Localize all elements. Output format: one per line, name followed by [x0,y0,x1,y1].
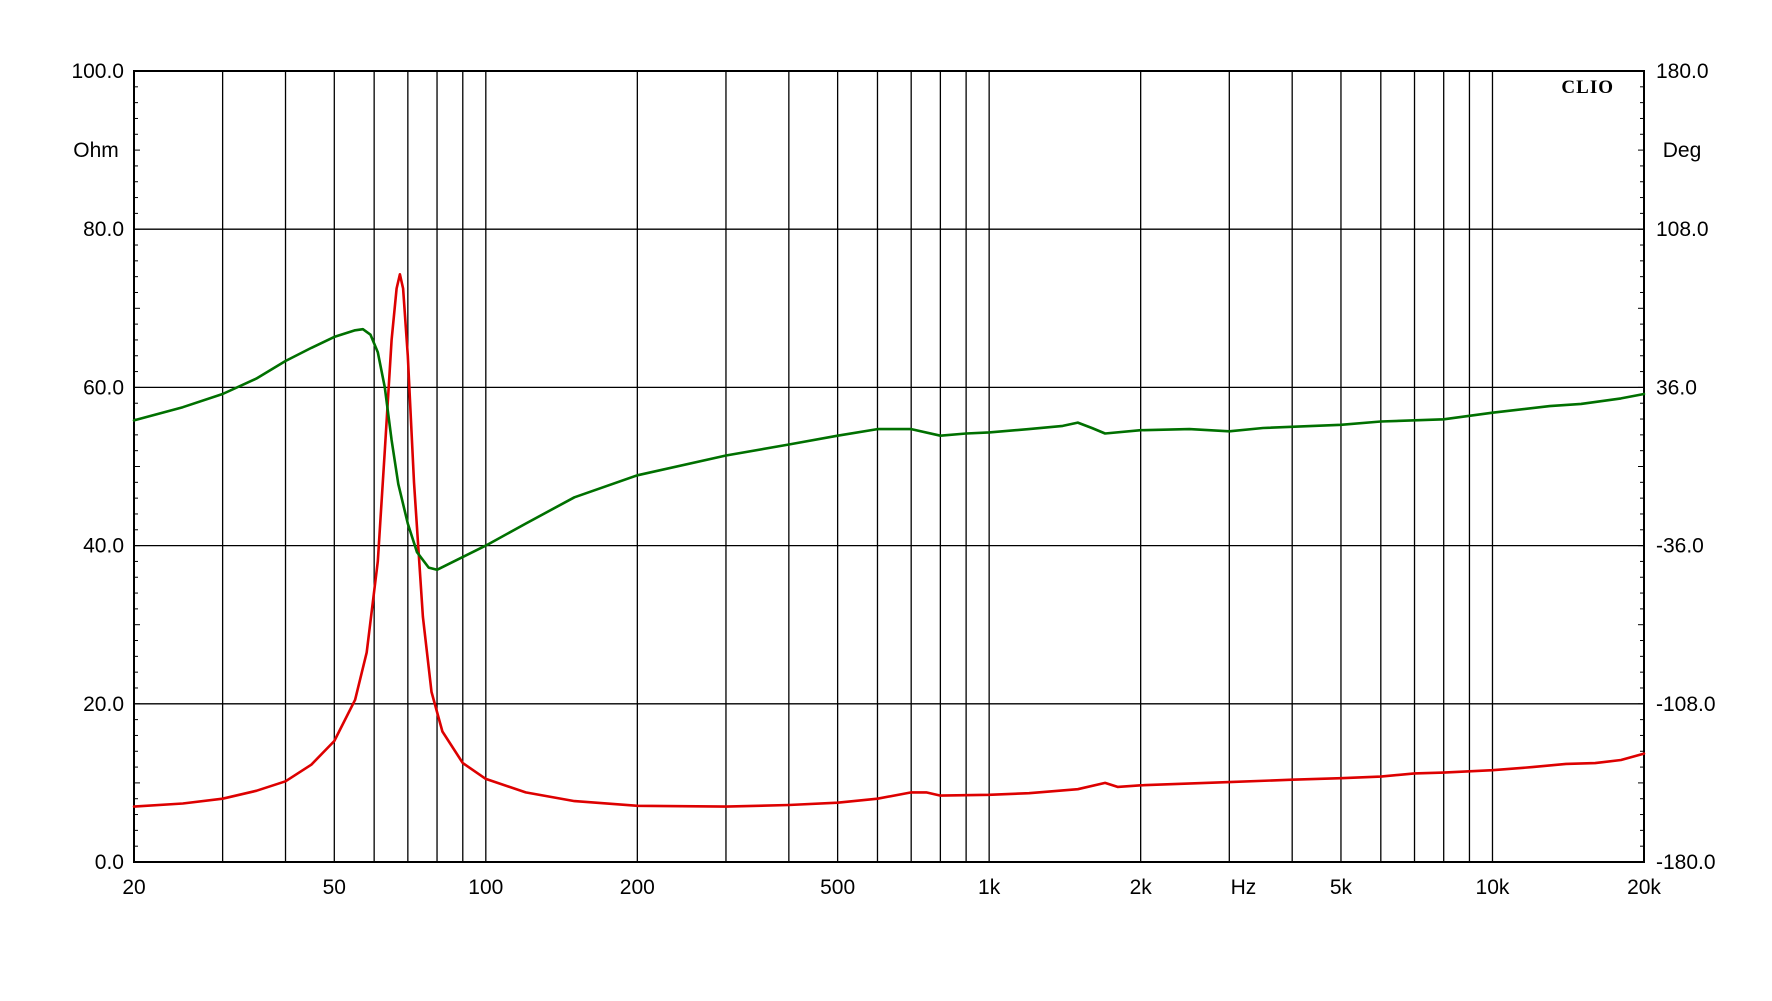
plot-frame [133,70,1645,863]
x-tick-label: 200 [620,876,655,899]
x-tick-label: 1k [978,876,1001,899]
left-tick-label: 20.0 [83,693,124,716]
right-tick-label: 180.0 [1656,60,1709,83]
right-tick-label: -108.0 [1656,693,1716,716]
right-tick-label: -36.0 [1656,535,1704,558]
x-axis-labels: 20 50 100 200 500 1k 2k 5k 10k 20k [122,876,1661,899]
x-tick-label: 10k [1476,876,1510,899]
left-tick-label: 80.0 [83,218,124,241]
right-tick-label: -180.0 [1656,851,1716,874]
x-tick-label: 5k [1330,876,1353,899]
left-axis-labels: 0.0 20.0 40.0 60.0 80.0 100.0 [71,60,124,874]
right-axis-labels: -180.0 -108.0 -36.0 36.0 108.0 180.0 [1656,60,1716,874]
right-axis-unit: Deg [1663,139,1702,162]
right-tick-label: 36.0 [1656,376,1697,399]
x-tick-label: 20k [1627,876,1661,899]
x-tick-label: 100 [468,876,503,899]
x-tick-label: 500 [820,876,855,899]
x-tick-label: 2k [1130,876,1153,899]
clio-watermark: CLIO [1561,77,1614,98]
x-tick-label: 50 [323,876,346,899]
x-axis-unit: Hz [1231,876,1257,899]
series-layer [132,272,1646,808]
left-axis-unit: Ohm [73,139,119,162]
left-tick-label: 40.0 [83,535,124,558]
left-tick-label: 100.0 [71,60,124,83]
phase-curve-line [132,327,1646,572]
x-tick-label: 20 [122,876,145,899]
impedance-curve-line [132,272,1646,808]
horizontal-grid [134,70,1644,863]
left-tick-label: 60.0 [83,376,124,399]
left-tick-label: 0.0 [95,851,124,874]
right-tick-label: 108.0 [1656,218,1709,241]
vertical-grid [221,71,1494,862]
